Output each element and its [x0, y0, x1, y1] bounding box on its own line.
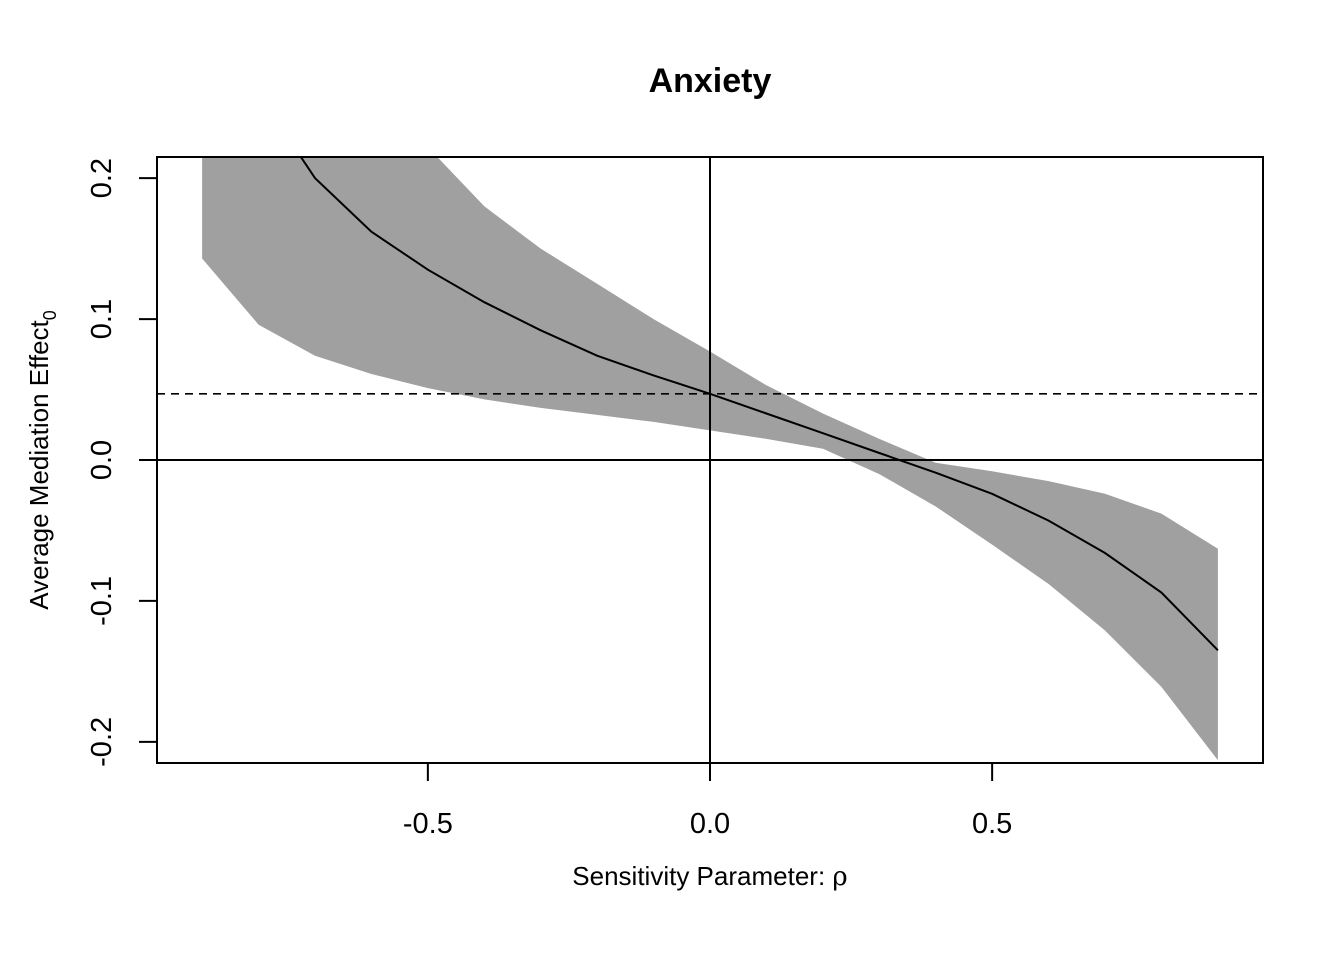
- plot-area: [157, 157, 1263, 763]
- y-tick-label: 0.1: [86, 299, 118, 339]
- y-tick-label: 0.2: [86, 158, 118, 198]
- y-tick-label: 0.0: [86, 440, 118, 480]
- confidence-band: [202, 157, 1218, 761]
- rho-symbol: ρ: [832, 862, 847, 892]
- y-axis-label: Average Mediation Effect0: [24, 310, 60, 610]
- x-tick-label: 0.5: [972, 808, 1012, 840]
- x-axis: -0.5 0.0 0.5: [403, 763, 1012, 840]
- estimate-line: [299, 157, 1219, 651]
- y-tick-label: -0.1: [86, 576, 118, 626]
- chart-title: Anxiety: [649, 62, 772, 100]
- x-tick-label: -0.5: [403, 808, 453, 840]
- y-tick-label: -0.2: [86, 717, 118, 767]
- x-tick-label: 0.0: [690, 808, 730, 840]
- y-axis-label-subscript: 0: [40, 310, 60, 320]
- x-axis-label: Sensitivity Parameter: ρ: [572, 861, 847, 892]
- y-axis: -0.2 -0.1 0.0 0.1 0.2: [86, 158, 157, 767]
